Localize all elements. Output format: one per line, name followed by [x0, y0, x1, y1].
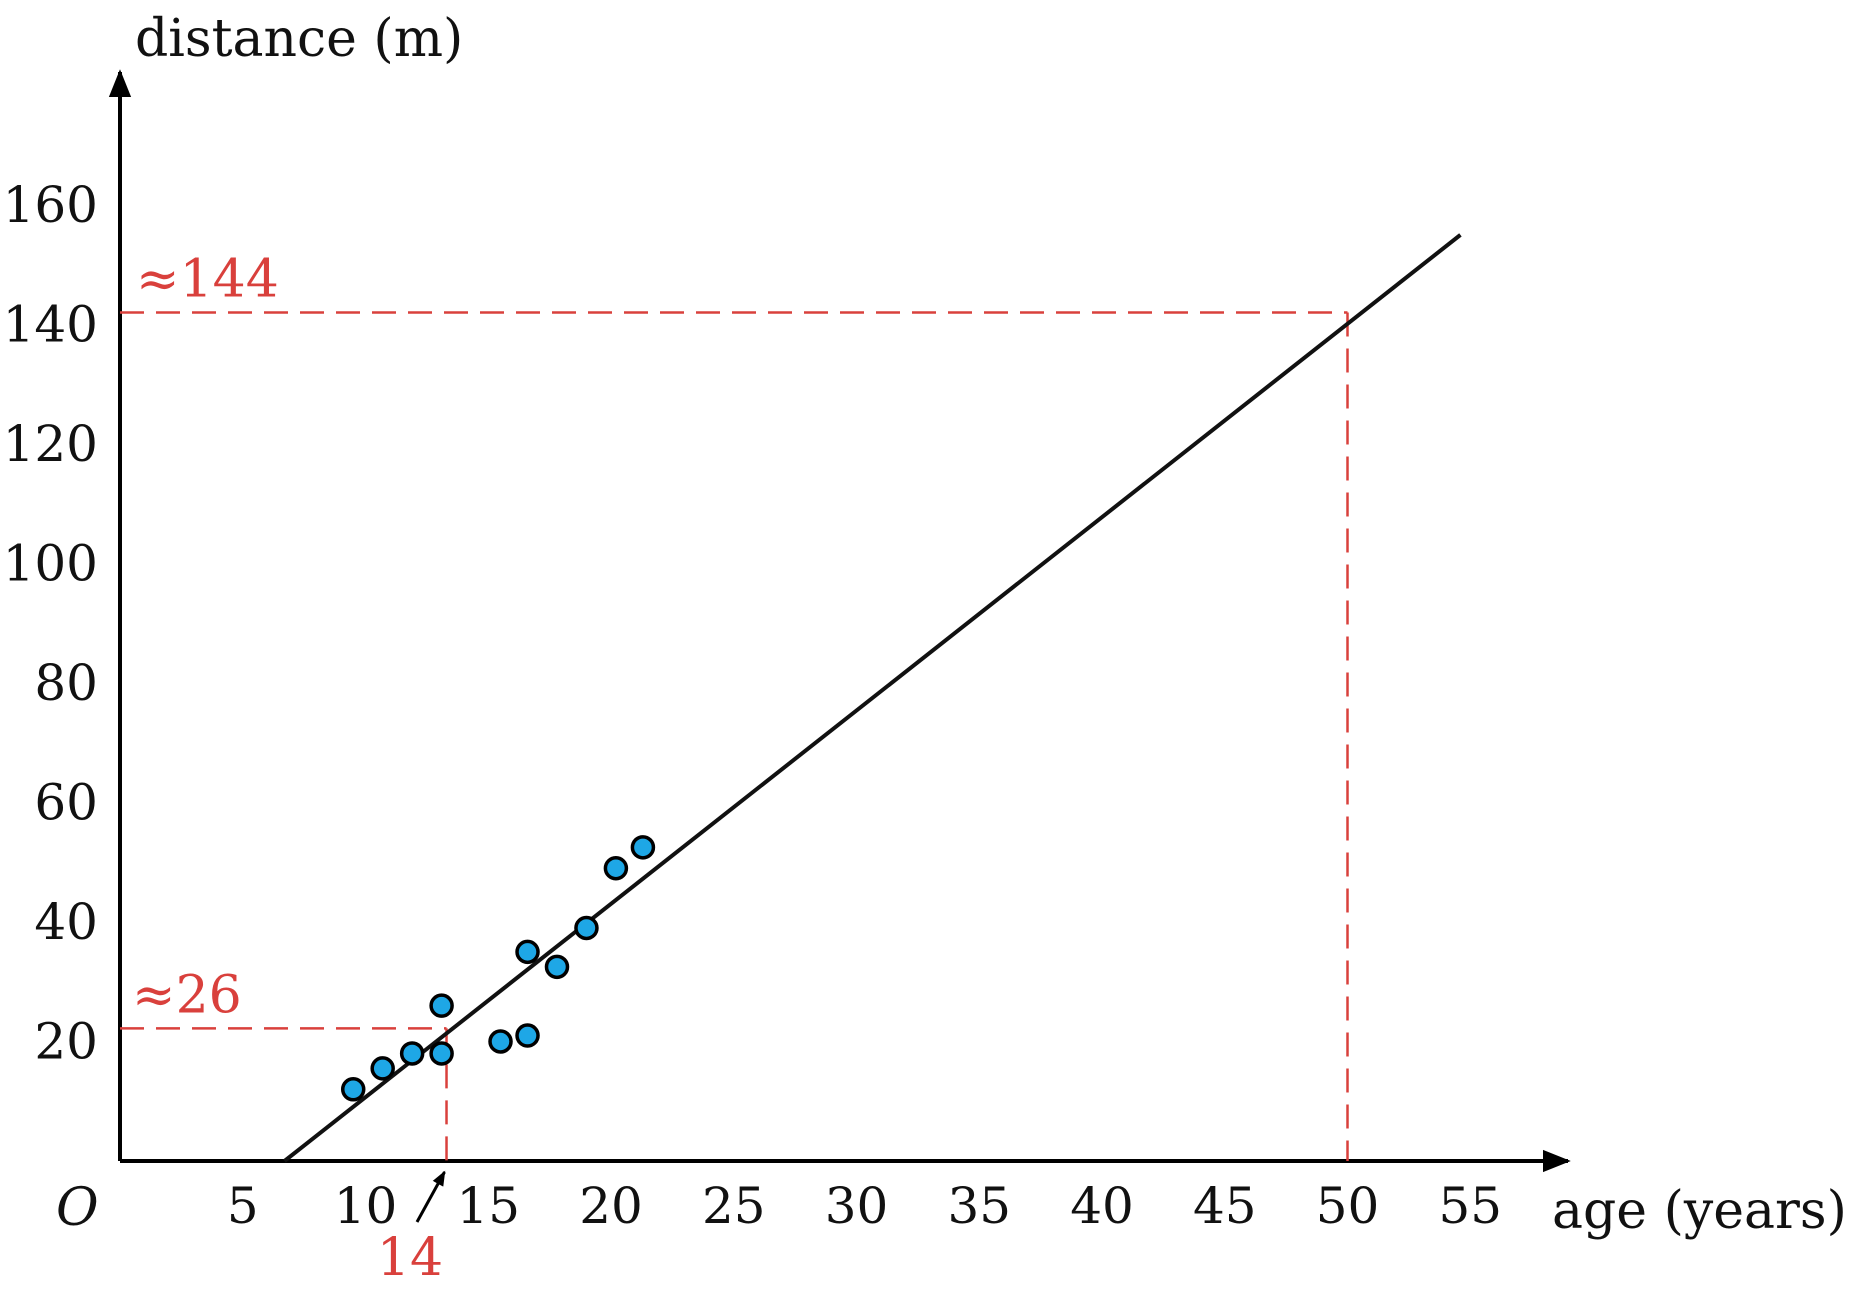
data-point: [515, 1023, 540, 1048]
x-axis-title: age (years): [1552, 1181, 1847, 1241]
y-tick-label: 100: [3, 535, 98, 593]
data-point: [488, 1029, 513, 1054]
y-tick-label: 20: [34, 1013, 98, 1071]
data-point: [399, 1041, 425, 1066]
x-tick-label: 45: [1193, 1177, 1257, 1235]
x-tick-label: 50: [1316, 1177, 1380, 1235]
annotation-pointer-arrow: [415, 1170, 446, 1223]
trend-line: [283, 233, 1462, 1163]
x-tick-label: 25: [702, 1177, 766, 1235]
data-point: [574, 915, 599, 941]
x-tick-label: 10: [334, 1177, 398, 1235]
x-tick-label: 55: [1438, 1177, 1502, 1235]
data-point: [370, 1056, 395, 1081]
data-point: [429, 1041, 454, 1066]
guide-lines: [120, 311, 1349, 1161]
x-tick-label: 30: [825, 1177, 889, 1235]
y-tick-labels: 20 40 60 80 100 120 140 160: [3, 176, 98, 1071]
y-tick-label: 160: [3, 176, 98, 234]
data-point: [630, 835, 656, 860]
y-tick-label: 80: [34, 654, 98, 712]
data-point: [603, 855, 629, 881]
x-tick-label: 5: [227, 1177, 259, 1235]
annotation-low-x: 14: [377, 1228, 443, 1288]
data-point: [515, 939, 540, 965]
origin-label: O: [56, 1178, 99, 1238]
y-tick-label: 140: [3, 296, 98, 354]
x-tick-label: 35: [947, 1177, 1011, 1235]
data-point: [340, 1077, 366, 1102]
x-tick-label: 15: [456, 1177, 520, 1235]
x-tick-label: 20: [579, 1177, 643, 1235]
y-tick-label: 60: [34, 774, 98, 832]
data-point: [544, 954, 570, 980]
y-axis-title: distance (m): [135, 9, 463, 69]
y-tick-label: 120: [3, 415, 98, 473]
y-tick-label: 40: [34, 893, 98, 951]
annotation-low-y: ≈26: [132, 965, 242, 1025]
x-tick-labels: 5 10 15 20 25 30 35 40 45 50 55: [227, 1177, 1502, 1235]
data-points: [340, 835, 656, 1102]
data-point: [429, 993, 454, 1018]
x-tick-label: 40: [1070, 1177, 1134, 1235]
annotation-high-y: ≈144: [136, 250, 279, 310]
